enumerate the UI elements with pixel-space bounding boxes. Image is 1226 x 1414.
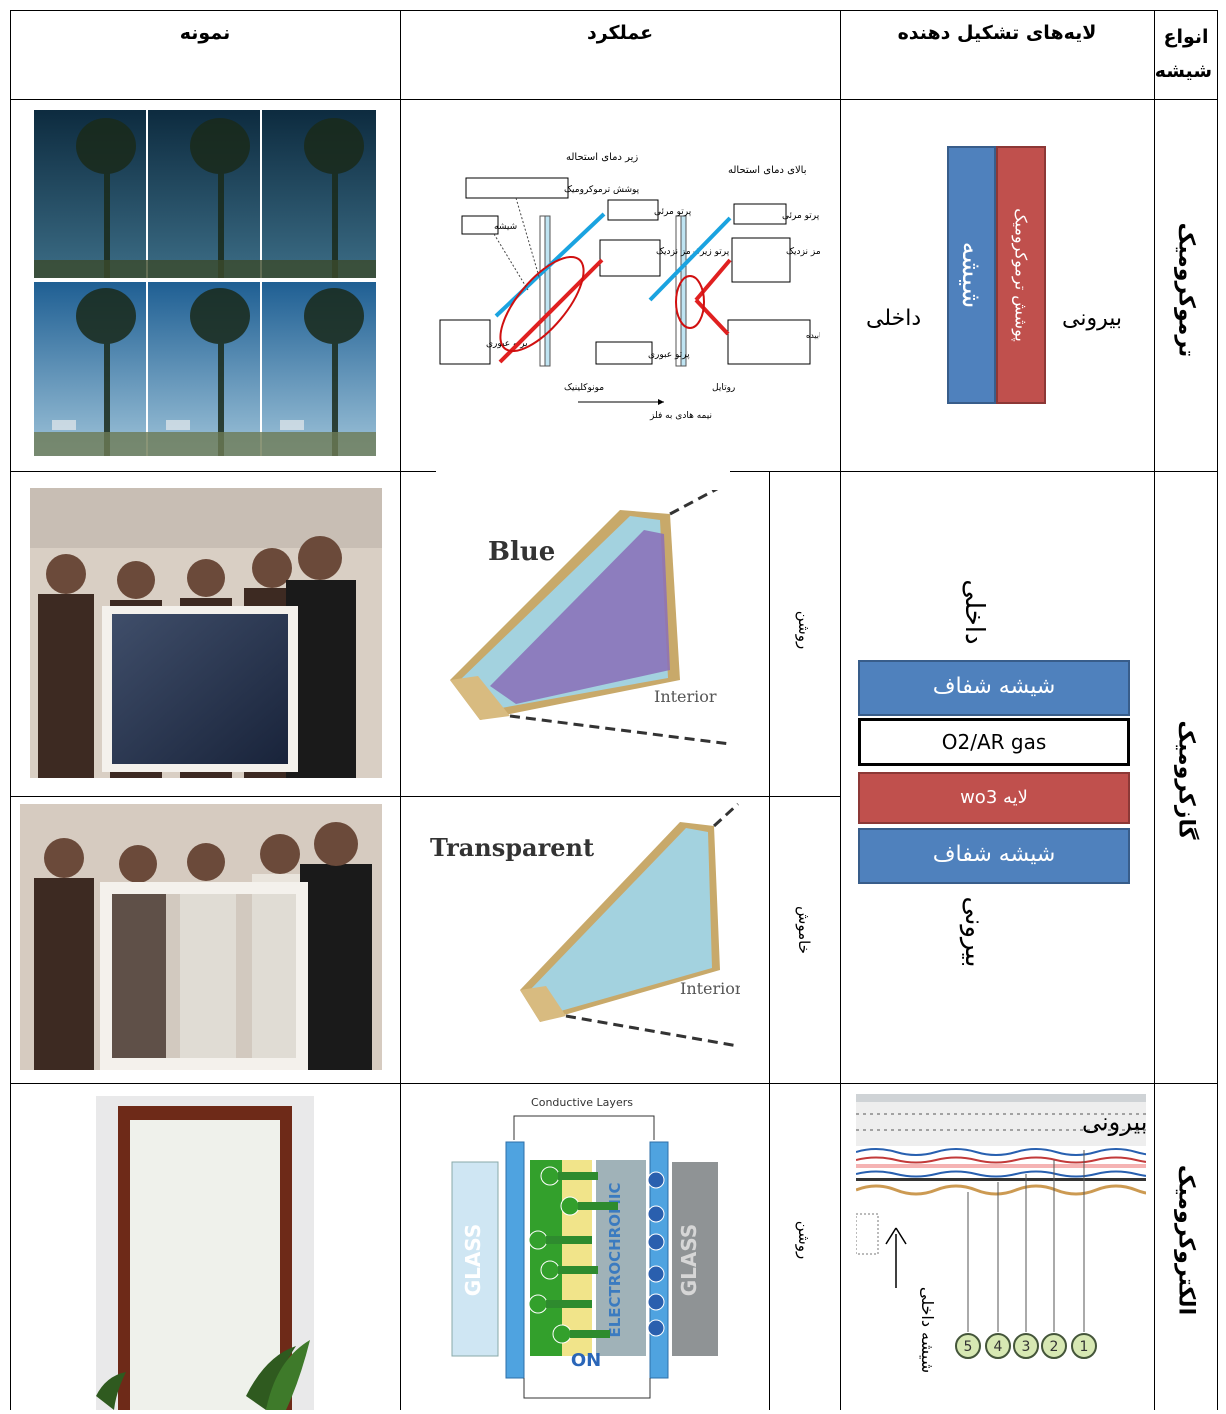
label-nir-right: پرتو زیرقرمز نزدیک — [786, 247, 820, 257]
gasochromic-sample-photo-on — [30, 488, 382, 778]
gasochromic-layers: داخلی شیشه شفاف O2/AR gas لایه wo3 شیشه … — [840, 472, 1154, 1083]
grid-line — [730, 471, 1218, 472]
type-label-gasochromic: گازکرومیک — [1173, 720, 1199, 840]
label-coating: پوشش ترموکرومیک — [564, 185, 640, 195]
layer-wo3: لایه wo3 — [858, 772, 1130, 824]
label-glass-left: GLASS — [461, 1224, 485, 1297]
gasochromic-diagram-transparent: Transparent Interior — [420, 800, 743, 1070]
label-inner-glass: شیشه داخلی — [918, 1287, 937, 1373]
electrochromic-sample-photo — [96, 1096, 314, 1410]
grid-line — [10, 10, 1218, 11]
grid-line — [840, 10, 841, 1410]
header-sample: نمونه — [179, 22, 231, 44]
label-visible-left: پرتو مرئی — [654, 207, 692, 217]
grid-line — [400, 10, 401, 1410]
coating-layer-label: پوشش ترموکرومیک — [1011, 208, 1031, 342]
diagram-interior-blue: Interior — [654, 687, 717, 706]
grid-line — [10, 796, 840, 797]
label-monoclinic: مونوکلینیک — [564, 383, 604, 393]
layer-number: 2 — [1050, 1339, 1059, 1355]
gasochromic-diagram-blue: Blue Interior — [420, 480, 740, 760]
label-outer-glass: شیشه بیرونی — [1082, 1108, 1146, 1136]
label-conductive-layers: Conductive Layers — [531, 1096, 633, 1109]
grid-line — [1217, 10, 1218, 1410]
layer-number: 5 — [964, 1339, 973, 1355]
grid-line — [1154, 10, 1155, 1410]
layer-number: 3 — [1022, 1339, 1031, 1355]
label-glass-right: GLASS — [677, 1224, 701, 1297]
inner-side-label: داخلی — [866, 306, 922, 331]
state-label-off: خاموش — [795, 906, 813, 954]
grid-line — [10, 471, 436, 472]
grid-line — [769, 471, 770, 1410]
diagram-title-blue: Blue — [488, 537, 555, 567]
header-layers: لایه‌های تشکیل دهنده — [897, 22, 1097, 44]
electrochromic-layers: شیشه بیرونی 1 2 3 4 5 شیشه داخلی — [855, 1094, 1217, 1410]
layer-gas: O2/AR gas — [858, 718, 1130, 766]
label-on: ON — [571, 1350, 601, 1371]
outer-side-label-gaso: بیرونی — [959, 896, 989, 968]
header-types: انواع شیشه — [1154, 26, 1212, 82]
electrochromic-diagram: Conductive Layers GLASS ELECTROCHROMIC G… — [440, 1090, 740, 1410]
grid-line — [10, 10, 11, 1410]
type-label-thermochromic: ترموکرومیک — [1173, 222, 1199, 358]
state-label-on-electro: روشن — [795, 1220, 813, 1260]
thermochromic-layers: شیشه پوشش ترموکرومیک داخلی بیرونی — [840, 100, 1154, 471]
layer-glass-top: شیشه شفاف — [858, 660, 1130, 716]
label-below-transition: زیر دمای استحاله — [566, 152, 638, 163]
label-rutile: روتایل — [712, 383, 735, 393]
layer-number: 1 — [1080, 1339, 1089, 1355]
glass-layer-label: شیشه — [956, 241, 986, 309]
label-transmitted-right: پرتو عبوری — [648, 350, 690, 360]
coating-layer — [996, 146, 1046, 404]
gasochromic-sample-photo-off — [20, 804, 382, 1070]
label-visible-right: پرتو مرئی — [782, 211, 820, 221]
inner-side-label-gaso: داخلی — [959, 579, 989, 645]
grid-line — [10, 1083, 1218, 1084]
label-above-transition: بالای دمای استحاله — [728, 165, 807, 176]
diagram-title-transparent: Transparent — [430, 833, 594, 862]
label-electrochromic: ELECTROCHROMIC — [606, 1183, 624, 1338]
label-glass-box: شیشه — [494, 222, 517, 232]
label-transmitted-left: پرتو عبوری — [486, 339, 528, 349]
label-transition: نیمه هادی به فلز — [649, 411, 712, 421]
type-label-electrochromic: الکتروکرومیک — [1173, 1164, 1199, 1316]
diagram-interior-transparent: Interior — [680, 979, 740, 998]
header-function: عملکرد — [586, 22, 654, 44]
label-reflected: پرتو زیرقرمز نزدیک بازتابیده — [806, 331, 820, 340]
outer-side-label: بیرونی — [1062, 306, 1122, 331]
grid-line — [10, 99, 1218, 100]
state-label-on: روشن — [795, 610, 813, 650]
label-nir-left: پرتو زیرقرمز نزدیک — [656, 247, 730, 257]
thermochromic-sample-photos — [34, 110, 376, 456]
photo-frame — [34, 110, 376, 456]
layer-number: 4 — [994, 1339, 1003, 1355]
thermochromic-diagram: زیر دمای استحاله بالای دمای استحاله پوشش… — [436, 140, 900, 440]
layer-glass-bottom: شیشه شفاف — [858, 828, 1130, 884]
glass-layer — [947, 146, 996, 404]
